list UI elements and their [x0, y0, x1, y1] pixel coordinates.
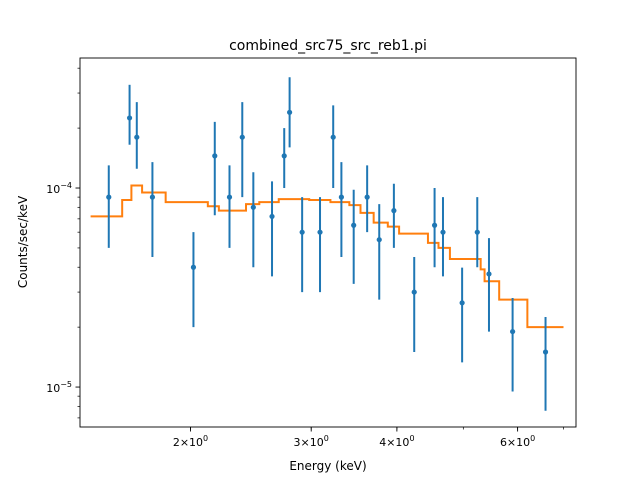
- data-point-group: [474, 197, 480, 268]
- x-axis: 2×100 3×100 4×100 6×100: [173, 427, 564, 449]
- data-point: [317, 229, 323, 235]
- y-tick-label: 10−4: [46, 181, 72, 196]
- data-point: [364, 194, 370, 200]
- data-point: [126, 115, 133, 121]
- x-tick-label: 2×100: [173, 434, 208, 449]
- data-point-group: [542, 316, 549, 411]
- plot-area: [90, 77, 564, 411]
- data-point-group: [376, 204, 382, 300]
- data-point-group: [190, 232, 197, 328]
- model-step-line: [90, 184, 564, 329]
- data-point-group: [212, 121, 218, 216]
- data-point: [134, 134, 140, 140]
- data-point-group: [299, 197, 305, 293]
- data-point-group: [338, 162, 344, 258]
- data-point-group: [486, 238, 492, 332]
- data-point: [459, 300, 465, 306]
- x-axis-label: Energy (keV): [289, 459, 366, 473]
- data-point: [474, 229, 480, 235]
- data-point-group: [351, 189, 357, 284]
- data-point: [149, 194, 156, 200]
- data-point-group: [134, 102, 140, 169]
- y-axis: 10−4 10−5: [46, 67, 80, 419]
- data-point-group: [226, 165, 233, 248]
- data-point-group: [149, 162, 156, 258]
- data-point-group: [287, 77, 293, 148]
- data-point-group: [317, 197, 323, 293]
- data-point: [351, 222, 357, 228]
- data-point-group: [330, 105, 336, 189]
- data-point-group: [250, 172, 256, 268]
- y-axis-label: Counts/sec/keV: [16, 195, 30, 288]
- data-point: [391, 208, 397, 214]
- data-point-group: [459, 267, 465, 363]
- data-point: [250, 204, 256, 210]
- data-point: [411, 289, 417, 295]
- data-point-group: [106, 165, 112, 248]
- data-point: [542, 349, 549, 355]
- plot-frame: [79, 57, 577, 428]
- data-point: [376, 237, 382, 243]
- data-point: [440, 229, 446, 235]
- data-point-group: [126, 84, 133, 145]
- x-tick-label: 4×100: [379, 434, 414, 449]
- data-point: [299, 229, 305, 235]
- data-point: [269, 213, 275, 220]
- data-point: [338, 194, 344, 200]
- data-point-group: [440, 197, 446, 277]
- data-point-group: [411, 257, 417, 353]
- data-point: [106, 194, 112, 200]
- data-point-group: [269, 181, 275, 277]
- data-point: [281, 153, 287, 159]
- data-point: [239, 134, 245, 140]
- x-tick-label: 6×100: [500, 434, 535, 449]
- data-point: [287, 109, 293, 115]
- data-point-group: [239, 102, 245, 198]
- x-tick-label: 3×100: [294, 434, 329, 449]
- data-point: [190, 264, 197, 270]
- y-tick-label: 10−5: [46, 380, 72, 395]
- data-point: [330, 134, 336, 140]
- data-point-group: [391, 183, 397, 248]
- data-point: [510, 328, 516, 335]
- data-point: [226, 194, 233, 200]
- chart-title: combined_src75_src_reb1.pi: [229, 38, 427, 54]
- data-point-group: [364, 165, 370, 233]
- data-point: [431, 222, 438, 228]
- data-point-group: [510, 298, 516, 392]
- data-point: [212, 153, 218, 159]
- data-point: [486, 271, 492, 277]
- data-point-group: [431, 188, 438, 268]
- data-point-group: [281, 128, 287, 189]
